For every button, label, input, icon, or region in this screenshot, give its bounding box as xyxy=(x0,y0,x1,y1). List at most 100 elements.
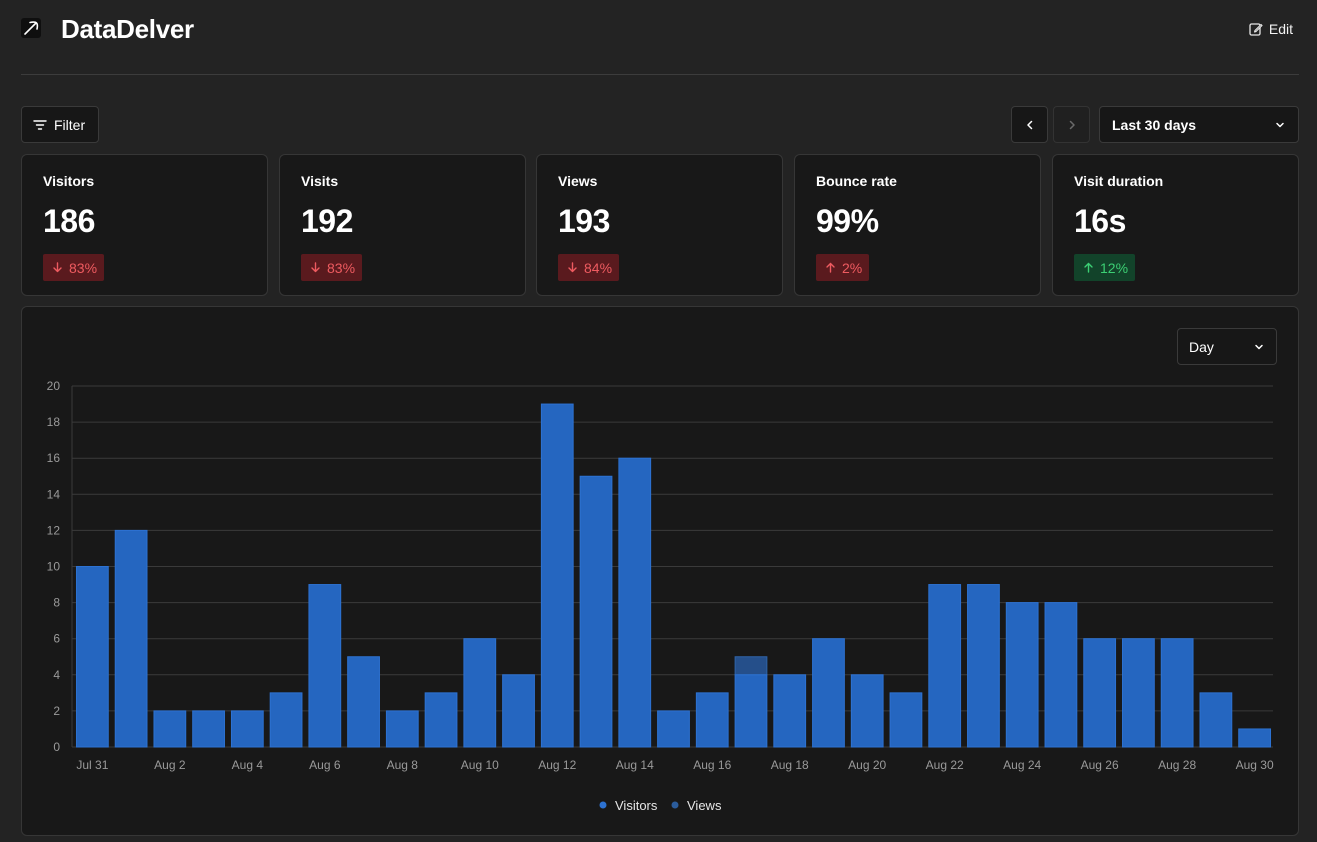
arrow-down-icon xyxy=(311,262,320,273)
interval-select[interactable]: Day xyxy=(1177,328,1277,365)
bar-visitors-aug-22[interactable] xyxy=(928,584,962,748)
metric-card-bounce-rate[interactable]: Bounce rate 99% 2% xyxy=(794,154,1041,296)
bar-visitors-aug-24[interactable] xyxy=(1005,602,1039,748)
x-tick-label: Aug 14 xyxy=(616,758,654,772)
bar-visitors-aug-19[interactable] xyxy=(812,638,845,748)
bar-visitors-aug-14[interactable] xyxy=(618,457,652,748)
bar-visitors-aug-5[interactable] xyxy=(269,692,303,748)
metric-value: 99% xyxy=(816,203,879,239)
metric-change-badge: 84% xyxy=(558,254,620,281)
bar-visitors-aug-12[interactable] xyxy=(540,403,574,748)
metric-card-visitors[interactable]: Visitors 186 83% xyxy=(21,154,268,296)
bar-visitors-aug-30[interactable] xyxy=(1238,728,1272,748)
app-title: DataDelver xyxy=(61,14,194,44)
metric-label: Visitors xyxy=(43,173,95,189)
bar-visitors-aug-10[interactable] xyxy=(463,638,497,748)
date-range-select[interactable]: Last 30 days xyxy=(1099,106,1299,143)
arrow-down-icon xyxy=(568,262,577,273)
previous-period-button[interactable] xyxy=(1011,106,1048,143)
metric-change-value: 84% xyxy=(584,259,613,276)
next-period-button[interactable] xyxy=(1053,106,1090,143)
metric-value: 186 xyxy=(43,203,95,239)
y-tick-label: 6 xyxy=(53,632,60,646)
y-tick-label: 20 xyxy=(47,379,61,393)
metric-change-value: 12% xyxy=(1100,259,1129,276)
y-tick-label: 10 xyxy=(47,560,61,574)
bar-visitors-aug-27[interactable] xyxy=(1122,638,1155,748)
x-tick-label: Aug 28 xyxy=(1158,758,1196,772)
bar-visitors-aug-3[interactable] xyxy=(192,710,225,748)
bar-visitors-aug-15[interactable] xyxy=(657,710,690,748)
bar-visitors-aug-8[interactable] xyxy=(385,710,419,748)
bar-visitors-aug-16[interactable] xyxy=(695,692,729,748)
legend-label-visitors[interactable]: Visitors xyxy=(615,798,658,813)
y-tick-label: 4 xyxy=(53,668,60,682)
x-tick-label: Aug 26 xyxy=(1081,758,1119,772)
logo-pickaxe-icon xyxy=(21,18,41,38)
legend-label-views[interactable]: Views xyxy=(687,798,722,813)
bar-visitors-aug-28[interactable] xyxy=(1160,638,1194,748)
bar-visitors-aug-23[interactable] xyxy=(967,584,1000,748)
metric-label: Visits xyxy=(301,173,339,189)
bar-visitors-aug-4[interactable] xyxy=(230,710,264,748)
x-tick-label: Aug 20 xyxy=(848,758,886,772)
chevron-down-icon xyxy=(1276,122,1284,127)
x-tick-label: Aug 16 xyxy=(693,758,731,772)
metric-card-visits[interactable]: Visits 192 83% xyxy=(279,154,526,296)
filter-button[interactable]: Filter xyxy=(21,106,99,143)
x-tick-label: Aug 6 xyxy=(309,758,341,772)
bar-visitors-aug-6[interactable] xyxy=(308,584,342,748)
x-tick-label: Aug 4 xyxy=(232,758,264,772)
bar-visitors-aug-1[interactable] xyxy=(114,529,148,748)
metric-card-views[interactable]: Views 193 84% xyxy=(536,154,783,296)
metric-value: 192 xyxy=(301,203,353,239)
metric-card-visit-duration[interactable]: Visit duration 16s 12% xyxy=(1052,154,1299,296)
bar-visitors-aug-9[interactable] xyxy=(424,692,458,748)
bar-visitors-aug-7[interactable] xyxy=(347,656,380,748)
bar-visitors-aug-18[interactable] xyxy=(773,674,807,748)
x-tick-label: Aug 18 xyxy=(771,758,809,772)
edit-button-label: Edit xyxy=(1268,21,1293,37)
bar-visitors-aug-20[interactable] xyxy=(850,674,884,748)
edit-button[interactable]: Edit xyxy=(1243,16,1299,42)
metric-label: Views xyxy=(558,173,598,189)
bar-visitors-aug-21[interactable] xyxy=(889,692,923,748)
x-tick-label: Jul 31 xyxy=(76,758,108,772)
edit-icon xyxy=(1249,23,1263,36)
x-tick-label: Aug 22 xyxy=(926,758,964,772)
metric-change-badge: 2% xyxy=(816,254,870,281)
y-tick-label: 0 xyxy=(53,740,60,754)
chevron-down-icon xyxy=(1255,344,1263,349)
arrow-up-icon xyxy=(1084,262,1093,273)
metric-value: 16s xyxy=(1074,203,1126,239)
y-tick-label: 14 xyxy=(47,487,61,501)
bar-visitors-aug-17[interactable] xyxy=(734,674,768,748)
x-tick-label: Aug 10 xyxy=(461,758,499,772)
filter-icon xyxy=(33,119,47,130)
y-tick-label: 8 xyxy=(53,596,60,610)
y-tick-label: 2 xyxy=(53,704,60,718)
metric-change-badge: 83% xyxy=(43,254,105,281)
bar-visitors-aug-2[interactable] xyxy=(153,710,187,748)
bar-visitors-aug-11[interactable] xyxy=(502,674,535,748)
metric-change-value: 83% xyxy=(69,259,98,276)
legend-dot-views xyxy=(671,801,679,809)
bar-visitors-aug-26[interactable] xyxy=(1083,638,1117,748)
app-header: DataDelver Edit xyxy=(21,0,1299,75)
bar-visitors-aug-29[interactable] xyxy=(1199,692,1233,748)
metric-change-badge: 12% xyxy=(1074,254,1136,281)
bar-visitors-jul-31[interactable] xyxy=(75,566,109,748)
metric-label: Visit duration xyxy=(1074,173,1164,189)
bar-views-aug-17[interactable] xyxy=(734,656,768,676)
x-tick-label: Aug 12 xyxy=(538,758,576,772)
bar-visitors-aug-25[interactable] xyxy=(1044,602,1078,748)
arrow-down-icon xyxy=(53,262,62,273)
metric-label: Bounce rate xyxy=(816,173,897,189)
x-tick-label: Aug 2 xyxy=(154,758,186,772)
y-tick-label: 16 xyxy=(47,451,61,465)
metric-change-badge: 83% xyxy=(301,254,363,281)
date-range-value: Last 30 days xyxy=(1112,116,1197,133)
bar-visitors-aug-13[interactable] xyxy=(579,475,613,748)
